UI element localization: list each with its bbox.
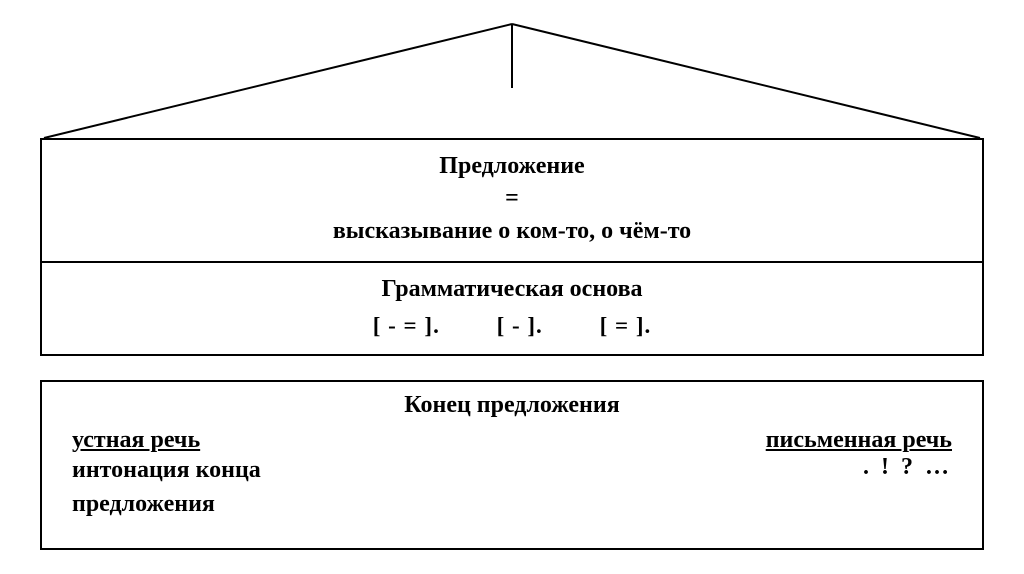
- roof-triangle: [40, 20, 984, 140]
- end-title: Конец предложения: [42, 392, 982, 419]
- definition-subtitle: высказывание о ком-то, о чём-то: [42, 215, 982, 247]
- oral-speech-column: устная речь интонация конца предложения: [72, 427, 512, 521]
- schema-3: [ = ].: [600, 313, 652, 339]
- equals-sign: =: [42, 182, 982, 214]
- grammar-schemas: [ - = ]. [ - ]. [ = ].: [42, 313, 982, 339]
- schema-1: [ - = ].: [373, 313, 440, 339]
- schema-2: [ - ].: [497, 313, 543, 339]
- grammar-title: Грамматическая основа: [42, 273, 982, 305]
- definition-title: Предложение: [42, 150, 982, 182]
- oral-line-2: предложения: [72, 491, 215, 517]
- diagram-container: Предложение = высказывание о ком-то, о ч…: [0, 0, 1024, 574]
- written-speech-column: письменная речь . ! ? …: [512, 427, 952, 521]
- written-speech-heading: письменная речь: [766, 427, 952, 454]
- row-end: Конец предложения устная речь интонация …: [40, 380, 984, 550]
- row-grammar: Грамматическая основа [ - = ]. [ - ]. [ …: [40, 261, 984, 356]
- punctuation-marks: . ! ? …: [863, 454, 952, 480]
- oral-speech-heading: устная речь: [72, 427, 200, 454]
- row-definition: Предложение = высказывание о ком-то, о ч…: [40, 138, 984, 263]
- oral-line-1: интонация конца: [72, 457, 261, 483]
- end-columns: устная речь интонация конца предложения …: [42, 427, 982, 521]
